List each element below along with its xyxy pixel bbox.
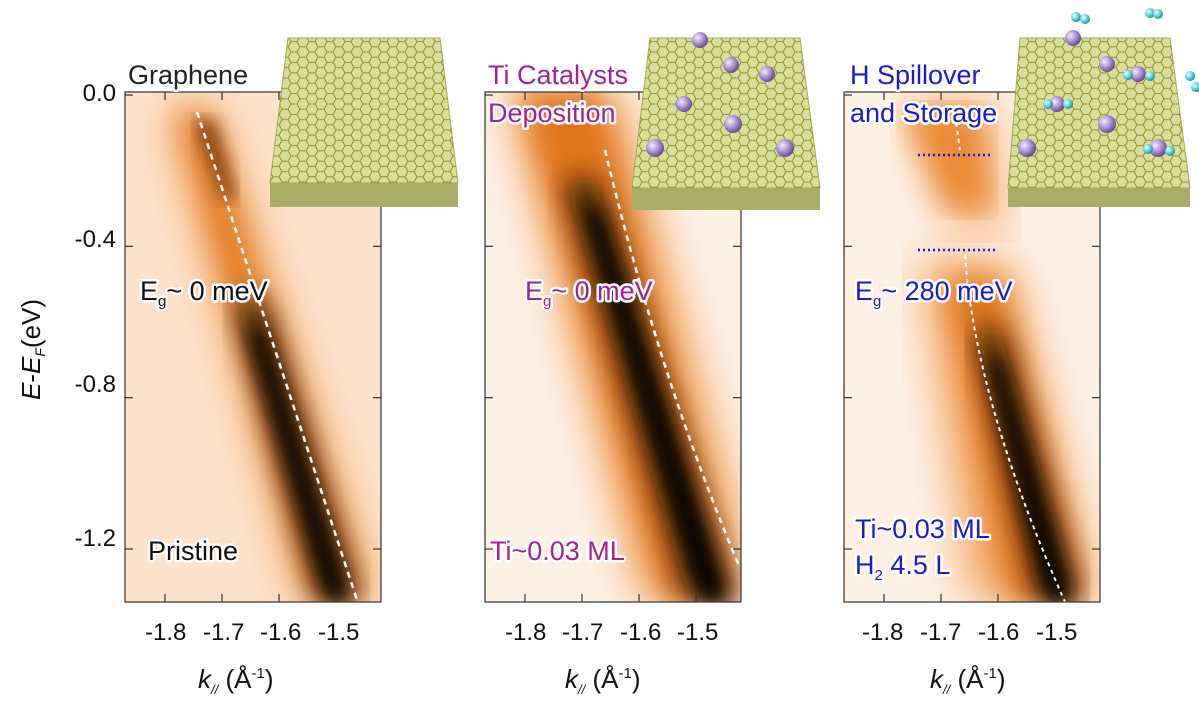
- x-tick-label: -1.8: [145, 619, 186, 646]
- x-tick-label: -1.7: [203, 619, 244, 646]
- ti-atom-icon: [1130, 66, 1146, 82]
- h2-molecule-icon: [1185, 71, 1199, 92]
- ti-atom-icon: [676, 96, 692, 112]
- ti-atom-icon: [1099, 56, 1115, 72]
- h-atom-icon: [1123, 70, 1155, 81]
- h-atom-icon: [1143, 144, 1175, 156]
- panel-3-frame: [843, 91, 1101, 603]
- panel-3-gap-label: Eg~ 280 meV: [855, 276, 1013, 310]
- panel-3-annotations: H Spillover and Storage Eg~ 280 meV Ti~0…: [848, 58, 1016, 587]
- panel-1-title: Graphene: [128, 60, 248, 90]
- y-axis: 0.0 -0.4 -0.8 -1.2 E-EF(eV): [16, 80, 116, 552]
- h2-molecule-icon: [1145, 8, 1163, 19]
- panel-3-title-line-2: and Storage: [850, 98, 997, 128]
- band-dispersion-guide-3: [964, 254, 1066, 602]
- x-axis-panel-1: -1.8 -1.7 -1.6 -1.5 k// (Å-1): [145, 619, 359, 697]
- x-tick-label: -1.6: [978, 619, 1019, 646]
- h-atom-icon: [1043, 99, 1073, 109]
- ti-atom-icon: [759, 66, 775, 82]
- x-tick-label: -1.7: [920, 619, 961, 646]
- ti-atom-icon: [1098, 115, 1116, 133]
- panel-2-gap-label: Eg~ 0 meV: [525, 276, 653, 310]
- panel-2-annotations: Ti Catalysts Deposition Eg~ 0 meV Ti~0.0…: [486, 58, 656, 569]
- panel-3-title-line-1: H Spillover: [850, 60, 981, 90]
- x-tick-label: -1.5: [318, 619, 359, 646]
- panel-3-condition-line-1: Ti~0.03 ML: [855, 514, 990, 544]
- ti-atom-icon: [1049, 96, 1065, 112]
- graphene-sheet-illustration-2: [631, 32, 821, 210]
- x-axis-panel-3: -1.8 -1.7 -1.6 -1.5 k// (Å-1): [862, 619, 1077, 697]
- y-tick-label: -0.8: [75, 371, 116, 398]
- x-axis-title: k// (Å-1): [198, 664, 273, 697]
- x-tick-label: -1.5: [1036, 619, 1077, 646]
- x-tick-label: -1.8: [505, 619, 546, 646]
- ti-atom-icon: [776, 139, 794, 157]
- panel-1-annotations: Graphene Eg~ 0 meV Pristine: [126, 58, 271, 569]
- panel-1-condition: Pristine: [148, 536, 238, 566]
- panel-1-frame: [124, 91, 382, 603]
- panel-1-gap-label: Eg~ 0 meV: [140, 276, 268, 310]
- ti-atom-icon: [1018, 139, 1036, 157]
- x-tick-label: -1.6: [620, 619, 661, 646]
- x-axis-title: k// (Å-1): [565, 664, 640, 697]
- graphene-sheet-illustration-1: [269, 37, 459, 207]
- x-tick-label: -1.5: [677, 619, 718, 646]
- panel-2-title-line-1: Ti Catalysts: [488, 60, 628, 90]
- y-tick-label: -0.4: [75, 226, 116, 253]
- ti-atom-icon: [1149, 139, 1167, 157]
- panel-2-frame: [484, 91, 742, 603]
- ti-atom-icon: [692, 32, 708, 48]
- y-tick-label: -1.2: [75, 525, 116, 552]
- panel-2-condition: Ti~0.03 ML: [490, 536, 625, 566]
- x-tick-label: -1.7: [562, 619, 603, 646]
- x-axis-title: k// (Å-1): [930, 664, 1005, 697]
- band-dispersion-guide: [195, 111, 359, 601]
- ti-atom-icon: [724, 115, 742, 133]
- y-tick-label: 0.0: [83, 80, 116, 107]
- ti-atom-icon: [646, 139, 664, 157]
- y-axis-title: E-EF(eV): [16, 299, 48, 400]
- h2-molecule-icon: [1071, 12, 1090, 24]
- ti-atom-icon: [723, 57, 739, 73]
- panel-3-condition-line-2: H2 4.5 L: [855, 550, 950, 584]
- x-tick-label: -1.6: [260, 619, 301, 646]
- ti-atom-icon: [1065, 30, 1081, 46]
- graphene-sheet-illustration-3: [1007, 8, 1199, 207]
- x-axis-panel-2: -1.8 -1.7 -1.6 -1.5 k// (Å-1): [505, 619, 718, 697]
- panel-2-title-line-2: Deposition: [488, 98, 616, 128]
- x-tick-label: -1.8: [862, 619, 903, 646]
